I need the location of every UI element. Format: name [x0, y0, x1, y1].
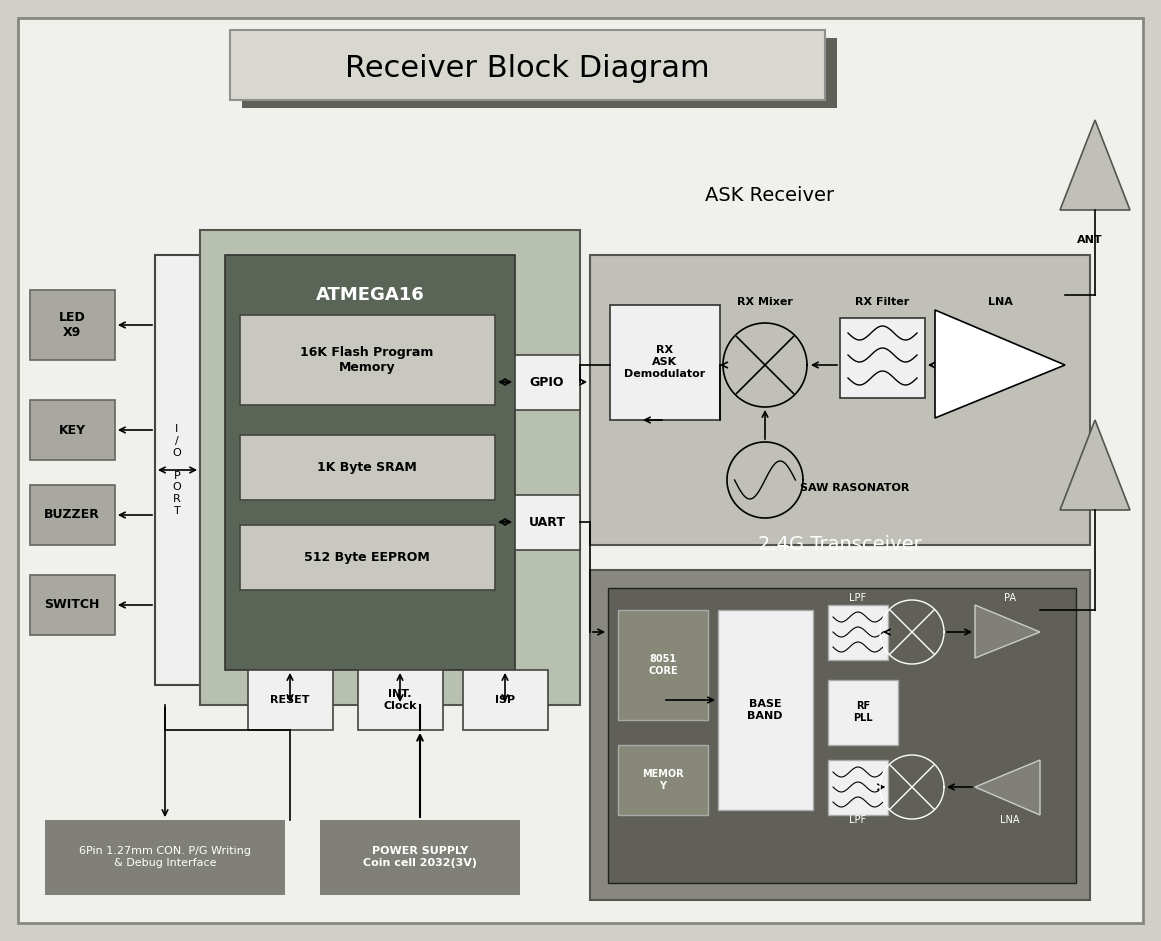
Polygon shape	[935, 310, 1065, 418]
Bar	[30, 575, 115, 635]
Text: SWITCH: SWITCH	[44, 598, 100, 612]
Text: BASE
BAND: BASE BAND	[748, 699, 783, 721]
Polygon shape	[975, 760, 1040, 815]
Text: LPF: LPF	[850, 593, 866, 603]
Bar	[30, 485, 115, 545]
Bar	[590, 570, 1090, 900]
Bar	[618, 745, 708, 815]
Text: LED
X9: LED X9	[58, 311, 86, 339]
Text: BUZZER: BUZZER	[44, 508, 100, 521]
Bar	[240, 435, 495, 500]
Bar	[618, 610, 708, 720]
Text: PA: PA	[1004, 593, 1016, 603]
Text: 16K Flash Program
Memory: 16K Flash Program Memory	[301, 346, 434, 374]
Text: POWER SUPPLY
Coin cell 2032(3V): POWER SUPPLY Coin cell 2032(3V)	[363, 846, 477, 868]
Bar	[358, 670, 444, 730]
Polygon shape	[1060, 120, 1130, 210]
Bar	[241, 38, 837, 108]
Text: Receiver Block Diagram: Receiver Block Diagram	[345, 54, 709, 83]
Text: LPF: LPF	[850, 815, 866, 825]
Text: RX Mixer: RX Mixer	[737, 297, 793, 307]
Text: ANT: ANT	[1077, 235, 1103, 245]
Text: RF
PLL: RF PLL	[853, 701, 873, 723]
Text: INT.
Clock: INT. Clock	[383, 689, 417, 710]
Polygon shape	[1060, 420, 1130, 510]
Bar	[248, 670, 333, 730]
Text: RX Filter: RX Filter	[854, 297, 909, 307]
Bar	[225, 255, 515, 670]
Text: ISP: ISP	[495, 695, 515, 705]
Bar	[515, 495, 580, 550]
Text: 512 Byte EEPROM: 512 Byte EEPROM	[304, 550, 430, 564]
Bar	[30, 290, 115, 360]
Text: KEY: KEY	[58, 423, 86, 437]
Text: ATMEGA16: ATMEGA16	[316, 286, 425, 304]
Bar	[30, 400, 115, 460]
Bar	[45, 820, 284, 895]
Text: LNA: LNA	[988, 297, 1012, 307]
Text: ASK Receiver: ASK Receiver	[706, 185, 835, 204]
Text: I
/
O
 
P
O
R
T: I / O P O R T	[173, 424, 181, 516]
Text: 2.4G Transceiver: 2.4G Transceiver	[758, 535, 922, 554]
Bar	[240, 525, 495, 590]
Bar	[156, 255, 200, 685]
Text: RX
ASK
Demodulator: RX ASK Demodulator	[625, 345, 706, 378]
Bar	[717, 610, 813, 810]
Text: SAW RASONATOR: SAW RASONATOR	[800, 483, 910, 493]
Bar	[463, 670, 548, 730]
Text: 1K Byte SRAM: 1K Byte SRAM	[317, 460, 417, 473]
Text: 8051
CORE: 8051 CORE	[648, 654, 678, 676]
Text: GPIO: GPIO	[529, 375, 564, 389]
Bar	[610, 305, 720, 420]
Bar	[828, 680, 897, 745]
Text: 6Pin 1.27mm CON. P/G Writing
& Debug Interface: 6Pin 1.27mm CON. P/G Writing & Debug Int…	[79, 846, 251, 868]
Text: UART: UART	[528, 516, 565, 529]
Bar	[608, 588, 1076, 883]
Bar	[230, 30, 825, 100]
Bar	[841, 318, 925, 398]
Polygon shape	[975, 605, 1040, 658]
Bar	[200, 230, 580, 705]
Bar	[590, 255, 1090, 545]
Bar	[515, 355, 580, 410]
Bar	[320, 820, 520, 895]
Text: LNA: LNA	[1001, 815, 1019, 825]
Text: RESET: RESET	[271, 695, 310, 705]
Text: MEMOR
Y: MEMOR Y	[642, 769, 684, 790]
Bar	[240, 315, 495, 405]
Bar	[828, 605, 888, 660]
Bar	[828, 760, 888, 815]
